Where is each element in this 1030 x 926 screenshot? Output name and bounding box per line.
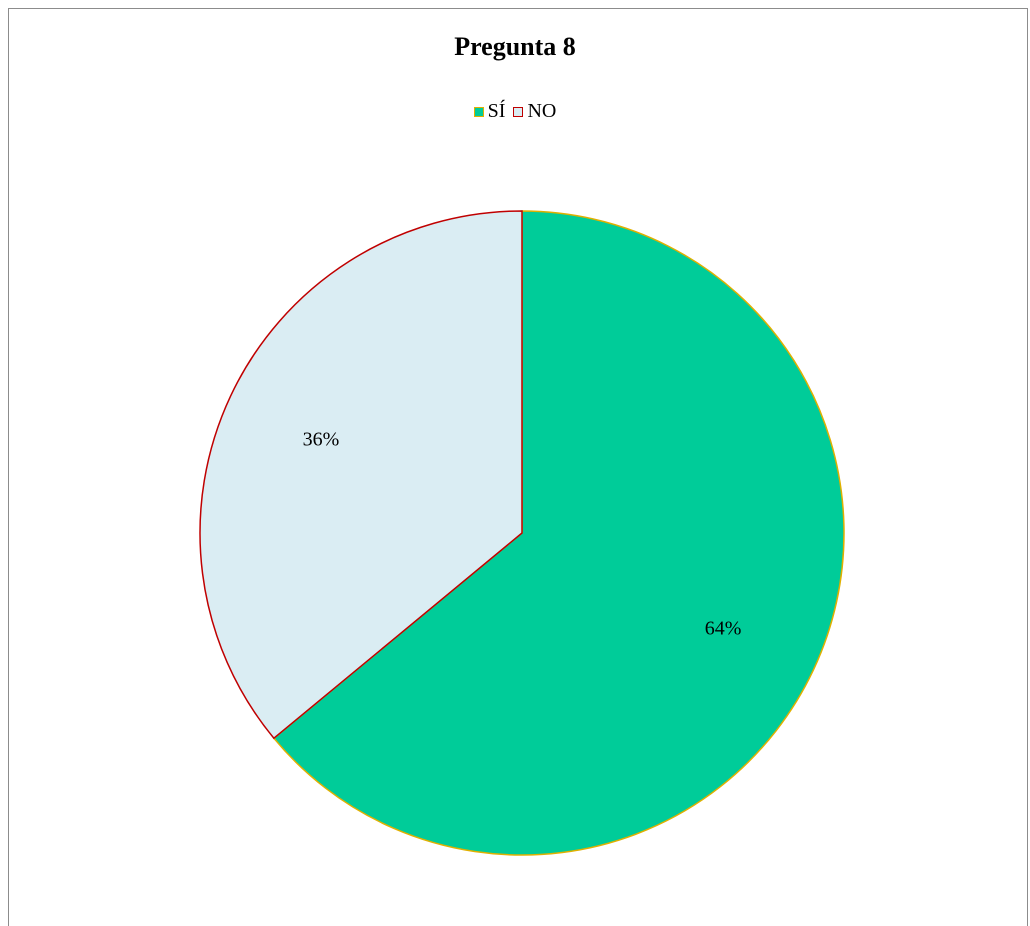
pie-slice-si — [272, 210, 845, 856]
chart-legend: SÍ NO — [0, 100, 1030, 123]
chart-title: Pregunta 8 — [454, 32, 576, 61]
legend-item-no: NO — [513, 100, 556, 123]
data-label-si: 64% — [705, 618, 742, 640]
legend-label-si: SÍ — [487, 100, 506, 122]
pie-slice-no — [199, 210, 523, 740]
data-label-no: 36% — [303, 428, 340, 450]
legend-swatch-no — [513, 106, 524, 117]
legend-item-si: SÍ — [473, 100, 506, 123]
legend-label-no: NO — [527, 100, 557, 122]
legend-swatch-si — [473, 106, 484, 117]
